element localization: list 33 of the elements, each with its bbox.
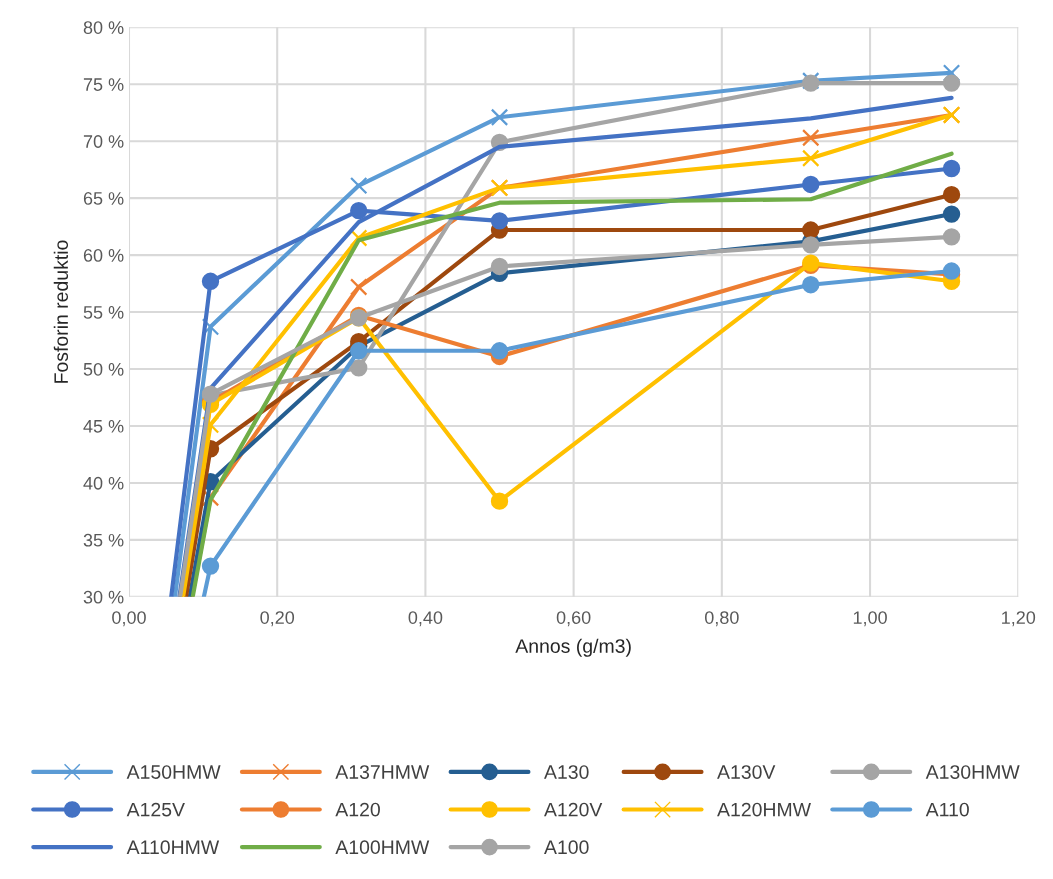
legend-label: A100 bbox=[544, 840, 589, 855]
legend-label: A137HMW bbox=[335, 765, 430, 779]
y-tick-label: 75 % bbox=[83, 78, 124, 91]
y-axis-title: Fosforin reduktio bbox=[53, 240, 69, 383]
x-axis-title: Annos (g/m3) bbox=[515, 638, 631, 657]
x-tick-label: 0,00 bbox=[112, 611, 146, 627]
x-tick-label: 0,80 bbox=[704, 611, 739, 627]
y-tick-label: 45 % bbox=[83, 419, 124, 433]
x-tick-label: 0,60 bbox=[556, 611, 591, 627]
legend-label: A120HMW bbox=[717, 802, 811, 817]
legend-label: A120 bbox=[335, 802, 380, 817]
x-tick-label: 0,40 bbox=[408, 611, 443, 627]
x-tick-label: 1,20 bbox=[1002, 611, 1036, 627]
y-tick-label: 80 % bbox=[83, 21, 124, 34]
legend-label: A125V bbox=[126, 802, 185, 817]
x-tick-label: 1,00 bbox=[853, 611, 887, 627]
legend-label: A110 bbox=[925, 802, 969, 817]
y-tick-label: 40 % bbox=[83, 476, 124, 490]
y-tick-label: 50 % bbox=[83, 362, 124, 376]
y-tick-label: 55 % bbox=[83, 306, 124, 319]
y-tick-label: 60 % bbox=[83, 249, 124, 262]
y-tick-label: 35 % bbox=[83, 533, 124, 547]
y-tick-label: 65 % bbox=[83, 192, 124, 205]
legend-label: A130V bbox=[717, 765, 776, 779]
legend-label: A120V bbox=[544, 802, 603, 817]
legend-label: A150HMW bbox=[126, 765, 221, 779]
legend-label: A110HMW bbox=[126, 840, 220, 855]
x-tick-label: 0,20 bbox=[260, 611, 295, 627]
y-tick-label: 30 % bbox=[83, 590, 124, 604]
legend-label: A130 bbox=[544, 765, 589, 779]
y-tick-label: 70 % bbox=[83, 135, 124, 148]
legend-label: A100HMW bbox=[335, 840, 430, 855]
legend-label: A130HMW bbox=[925, 765, 1020, 779]
